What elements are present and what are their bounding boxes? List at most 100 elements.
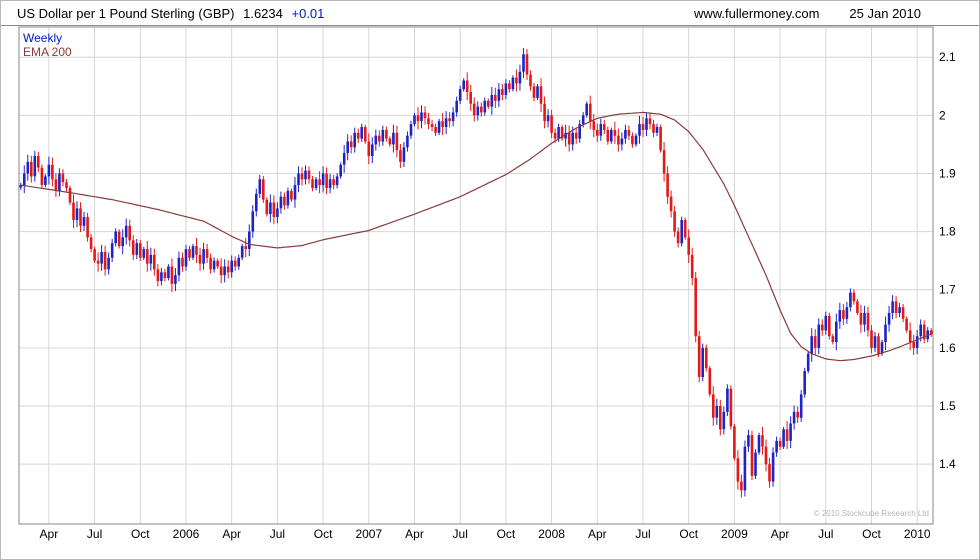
candle-body bbox=[539, 86, 543, 104]
candle-body bbox=[719, 406, 722, 430]
candle-body bbox=[293, 185, 297, 200]
candle-body bbox=[142, 249, 146, 258]
candle-body bbox=[873, 336, 877, 348]
candle-body bbox=[265, 199, 269, 215]
candle-body bbox=[761, 435, 764, 447]
candle-body bbox=[683, 220, 687, 238]
candlestick-series bbox=[19, 48, 933, 498]
candle-body bbox=[574, 132, 578, 139]
candle-body bbox=[673, 211, 676, 232]
candle-body bbox=[617, 135, 620, 145]
candle-body bbox=[37, 156, 40, 168]
y-axis-tick-label: 1.8 bbox=[939, 225, 956, 239]
candle-body bbox=[167, 266, 170, 279]
candle-body bbox=[19, 185, 23, 188]
candle-body bbox=[511, 77, 515, 90]
candle-body bbox=[736, 458, 740, 482]
x-axis-tick-label: Apr bbox=[405, 527, 424, 541]
candle-body bbox=[413, 115, 416, 125]
candle-body bbox=[494, 95, 497, 101]
candle-body bbox=[381, 129, 385, 142]
candle-body bbox=[117, 231, 121, 247]
candle-body bbox=[23, 173, 26, 186]
candle-body bbox=[536, 86, 539, 98]
candle-body bbox=[135, 243, 139, 255]
candle-body bbox=[792, 411, 796, 424]
candle-body bbox=[100, 252, 103, 264]
candle-body bbox=[550, 115, 553, 133]
candle-body bbox=[838, 310, 842, 322]
candle-body bbox=[567, 132, 571, 145]
candle-body bbox=[866, 313, 870, 331]
ema-200-line bbox=[20, 111, 932, 362]
candle-body bbox=[564, 132, 567, 139]
y-axis-tick-label: 1.7 bbox=[939, 283, 956, 297]
candle-body bbox=[915, 336, 919, 348]
candle-body bbox=[406, 135, 409, 148]
candle-body bbox=[606, 129, 610, 142]
candle-body bbox=[638, 124, 641, 136]
candle-body bbox=[669, 196, 673, 212]
candle-body bbox=[198, 254, 202, 264]
candle-body bbox=[455, 100, 458, 113]
candle-body bbox=[68, 188, 72, 203]
candle-body bbox=[441, 121, 444, 127]
candle-body bbox=[300, 173, 304, 180]
candle-body bbox=[212, 260, 216, 270]
candle-body bbox=[518, 71, 522, 84]
candle-body bbox=[543, 103, 546, 122]
candle-body bbox=[89, 237, 93, 249]
candle-body bbox=[402, 147, 406, 162]
candle-body bbox=[726, 388, 729, 412]
candle-body bbox=[655, 127, 659, 133]
candle-body bbox=[480, 106, 483, 113]
x-axis-tick-label: Jul bbox=[635, 527, 650, 541]
candle-body bbox=[750, 435, 754, 476]
candle-body bbox=[96, 260, 100, 264]
x-axis-tick-label: Apr bbox=[588, 527, 607, 541]
candle-body bbox=[546, 115, 550, 122]
y-axis-tick-label: 2.1 bbox=[939, 50, 956, 64]
candle-body bbox=[589, 103, 592, 122]
candle-body bbox=[444, 118, 448, 127]
candle-body bbox=[458, 89, 462, 101]
candle-body bbox=[248, 231, 251, 249]
candle-body bbox=[399, 150, 402, 162]
candle-body bbox=[497, 89, 501, 101]
x-axis-tick-label: Jul bbox=[87, 527, 102, 541]
candle-body bbox=[420, 112, 423, 122]
candle-body bbox=[648, 118, 652, 125]
candle-body bbox=[694, 278, 697, 337]
candle-body bbox=[894, 301, 898, 313]
candle-body bbox=[61, 173, 65, 183]
candle-body bbox=[283, 196, 286, 206]
candle-body bbox=[487, 100, 490, 107]
candle-body bbox=[796, 411, 799, 418]
candle-body bbox=[624, 129, 627, 139]
candle-body bbox=[462, 80, 465, 90]
candle-body bbox=[364, 127, 367, 142]
candle-body bbox=[72, 202, 75, 220]
candle-body bbox=[870, 330, 873, 348]
x-axis-tick-label: 2008 bbox=[538, 527, 565, 541]
candle-body bbox=[831, 336, 835, 342]
candle-body bbox=[803, 371, 806, 395]
candle-body bbox=[121, 237, 124, 247]
candle-body bbox=[297, 173, 300, 186]
candle-body bbox=[318, 179, 321, 186]
candle-body bbox=[581, 115, 585, 125]
candle-body bbox=[128, 225, 131, 241]
candle-body bbox=[560, 127, 564, 139]
candle-body bbox=[743, 446, 747, 491]
y-axis-tick-label: 1.5 bbox=[939, 399, 956, 413]
candle-body bbox=[114, 231, 117, 244]
candle-body bbox=[652, 124, 655, 133]
candle-body bbox=[451, 112, 455, 122]
candle-body bbox=[613, 129, 617, 136]
candle-body bbox=[859, 313, 863, 325]
x-axis-tick-label: Apr bbox=[771, 527, 790, 541]
candle-body bbox=[852, 292, 856, 302]
candle-body bbox=[585, 103, 588, 116]
candle-body bbox=[553, 132, 557, 139]
candle-body bbox=[163, 272, 167, 279]
